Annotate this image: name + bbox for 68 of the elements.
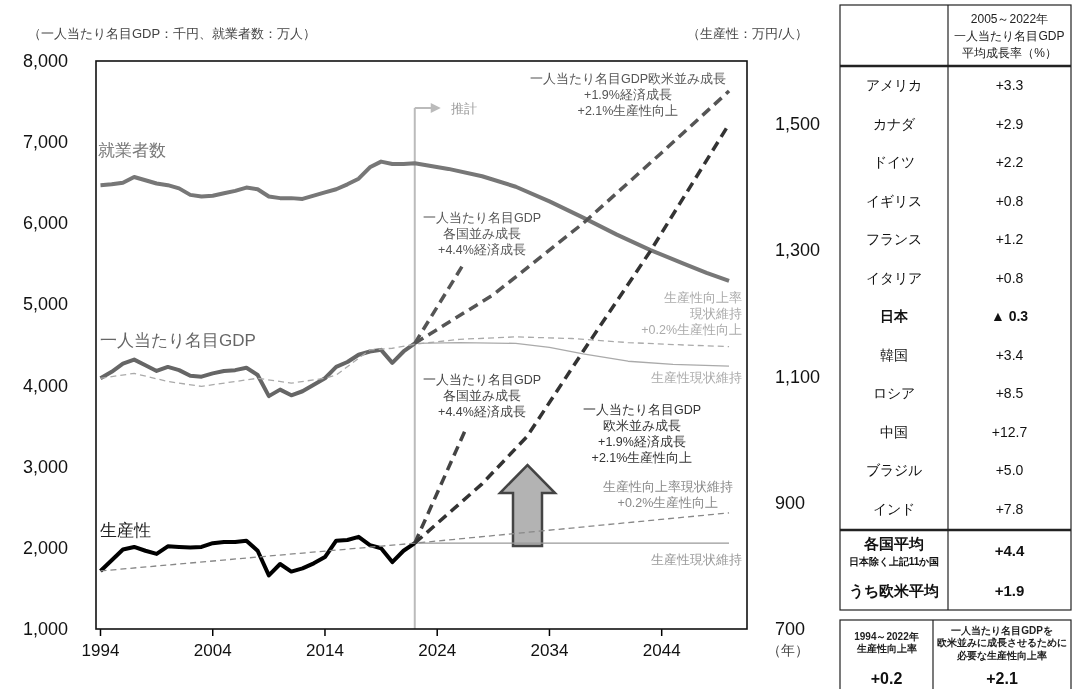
series-label: 就業者数 (98, 140, 166, 160)
series-label: 一人当たり名目GDP欧米並み成長+1.9%経済成長+2.1%生産性向上 (529, 71, 727, 119)
y-tick-label: 4,000 (22, 375, 68, 396)
text: +0.2 (870, 669, 903, 687)
text: 一人当たり名目GDP各国並み成長+4.4%経済成長 (422, 372, 542, 420)
text: +2.2 (995, 154, 1024, 171)
x-tick-label: 2044 (642, 640, 681, 660)
series-label: 生産性現状維持 (651, 370, 742, 385)
y-tick-label: 2,000 (22, 537, 68, 558)
y-tick-label: 5,000 (22, 294, 68, 315)
x-tick-label: 2014 (306, 640, 344, 660)
category-label: 中国 (880, 423, 908, 440)
y2-tick-label: 900 (775, 492, 806, 513)
y-tick-label: 8,000 (22, 51, 68, 71)
text: 2005～2022年一人当たり名目GDP平均成長率（%） (954, 11, 1065, 60)
series-label: 生産性向上率現状維持+0.2%生産性向上 (603, 478, 733, 511)
x-tick-label: 2034 (530, 640, 569, 660)
y-axis-title: （一人当たり名目GDP：千円、就業者数：万人） (28, 25, 317, 41)
text: +0.8 (995, 269, 1024, 286)
text: +12.7 (991, 423, 1028, 440)
text: +1.2 (995, 231, 1024, 248)
y-tick-label: 6,000 (22, 213, 68, 234)
series-label: 生産性 (100, 520, 151, 540)
category-label: イギリス (866, 192, 922, 209)
category-label: 韓国 (880, 346, 908, 363)
text: +1.9 (994, 581, 1025, 599)
series-label: 一人当たり名目GDP (100, 330, 256, 350)
category-label: うち欧米平均 (849, 581, 939, 600)
category-label: イタリア (866, 269, 922, 286)
text: +7.8 (995, 500, 1024, 517)
category-label: インド (873, 500, 915, 517)
series-label: 生産性向上率現状維持+0.2%生産性向上 (641, 289, 742, 338)
text: +2.9 (995, 115, 1024, 132)
ref-line-label: 推計 (450, 100, 477, 116)
category-label: アメリカ (866, 77, 922, 94)
category-label: ロシア (873, 385, 915, 402)
category-label: 日本 (880, 308, 909, 325)
y-tick-label: 1,000 (22, 619, 68, 639)
text: 日本除く上記11か国 (848, 555, 940, 568)
category-label: 一人当たり名目GDPを欧米並みに成長させるために必要な生産性向上率 (937, 624, 1067, 661)
category-label: ブラジル (866, 462, 922, 479)
x-tick-label: 2024 (418, 640, 457, 660)
x-tick-label: 2004 (193, 640, 232, 660)
y2-tick-label: 1,300 (775, 240, 821, 261)
category-label: カナダ (873, 115, 916, 132)
text: +3.4 (995, 346, 1024, 363)
y-tick-label: 7,000 (22, 132, 68, 153)
x-tick-label: 1994 (81, 640, 120, 660)
text: +3.3 (995, 77, 1024, 94)
text: +4.4 (994, 541, 1025, 559)
category-label: フランス (866, 231, 922, 248)
y2-tick-label: 700 (775, 619, 806, 639)
category-label: 1994～2022年生産性向上率 (854, 630, 919, 654)
series-label: 生産性現状維持 (651, 552, 742, 567)
text: 一人当たり名目GDP欧米並み成長+1.9%経済成長+2.1%生産性向上 (582, 402, 702, 466)
category-label: ドイツ (873, 154, 915, 171)
text: +0.8 (995, 192, 1024, 209)
category-label: 各国平均 (863, 534, 924, 552)
y-tick-label: 3,000 (22, 456, 68, 477)
y2-tick-label: 1,500 (775, 114, 821, 135)
x-axis-title: （年） (767, 642, 809, 658)
y2-tick-label: 1,100 (775, 366, 821, 387)
text: ▲ 0.3 (990, 308, 1029, 325)
text: 一人当たり名目GDP各国並み成長+4.4%経済成長 (422, 210, 542, 258)
y2-axis-title: （生産性：万円/人） (687, 25, 808, 41)
text: +8.5 (995, 385, 1024, 402)
text: +2.1 (986, 669, 1018, 687)
text: +5.0 (995, 462, 1024, 479)
